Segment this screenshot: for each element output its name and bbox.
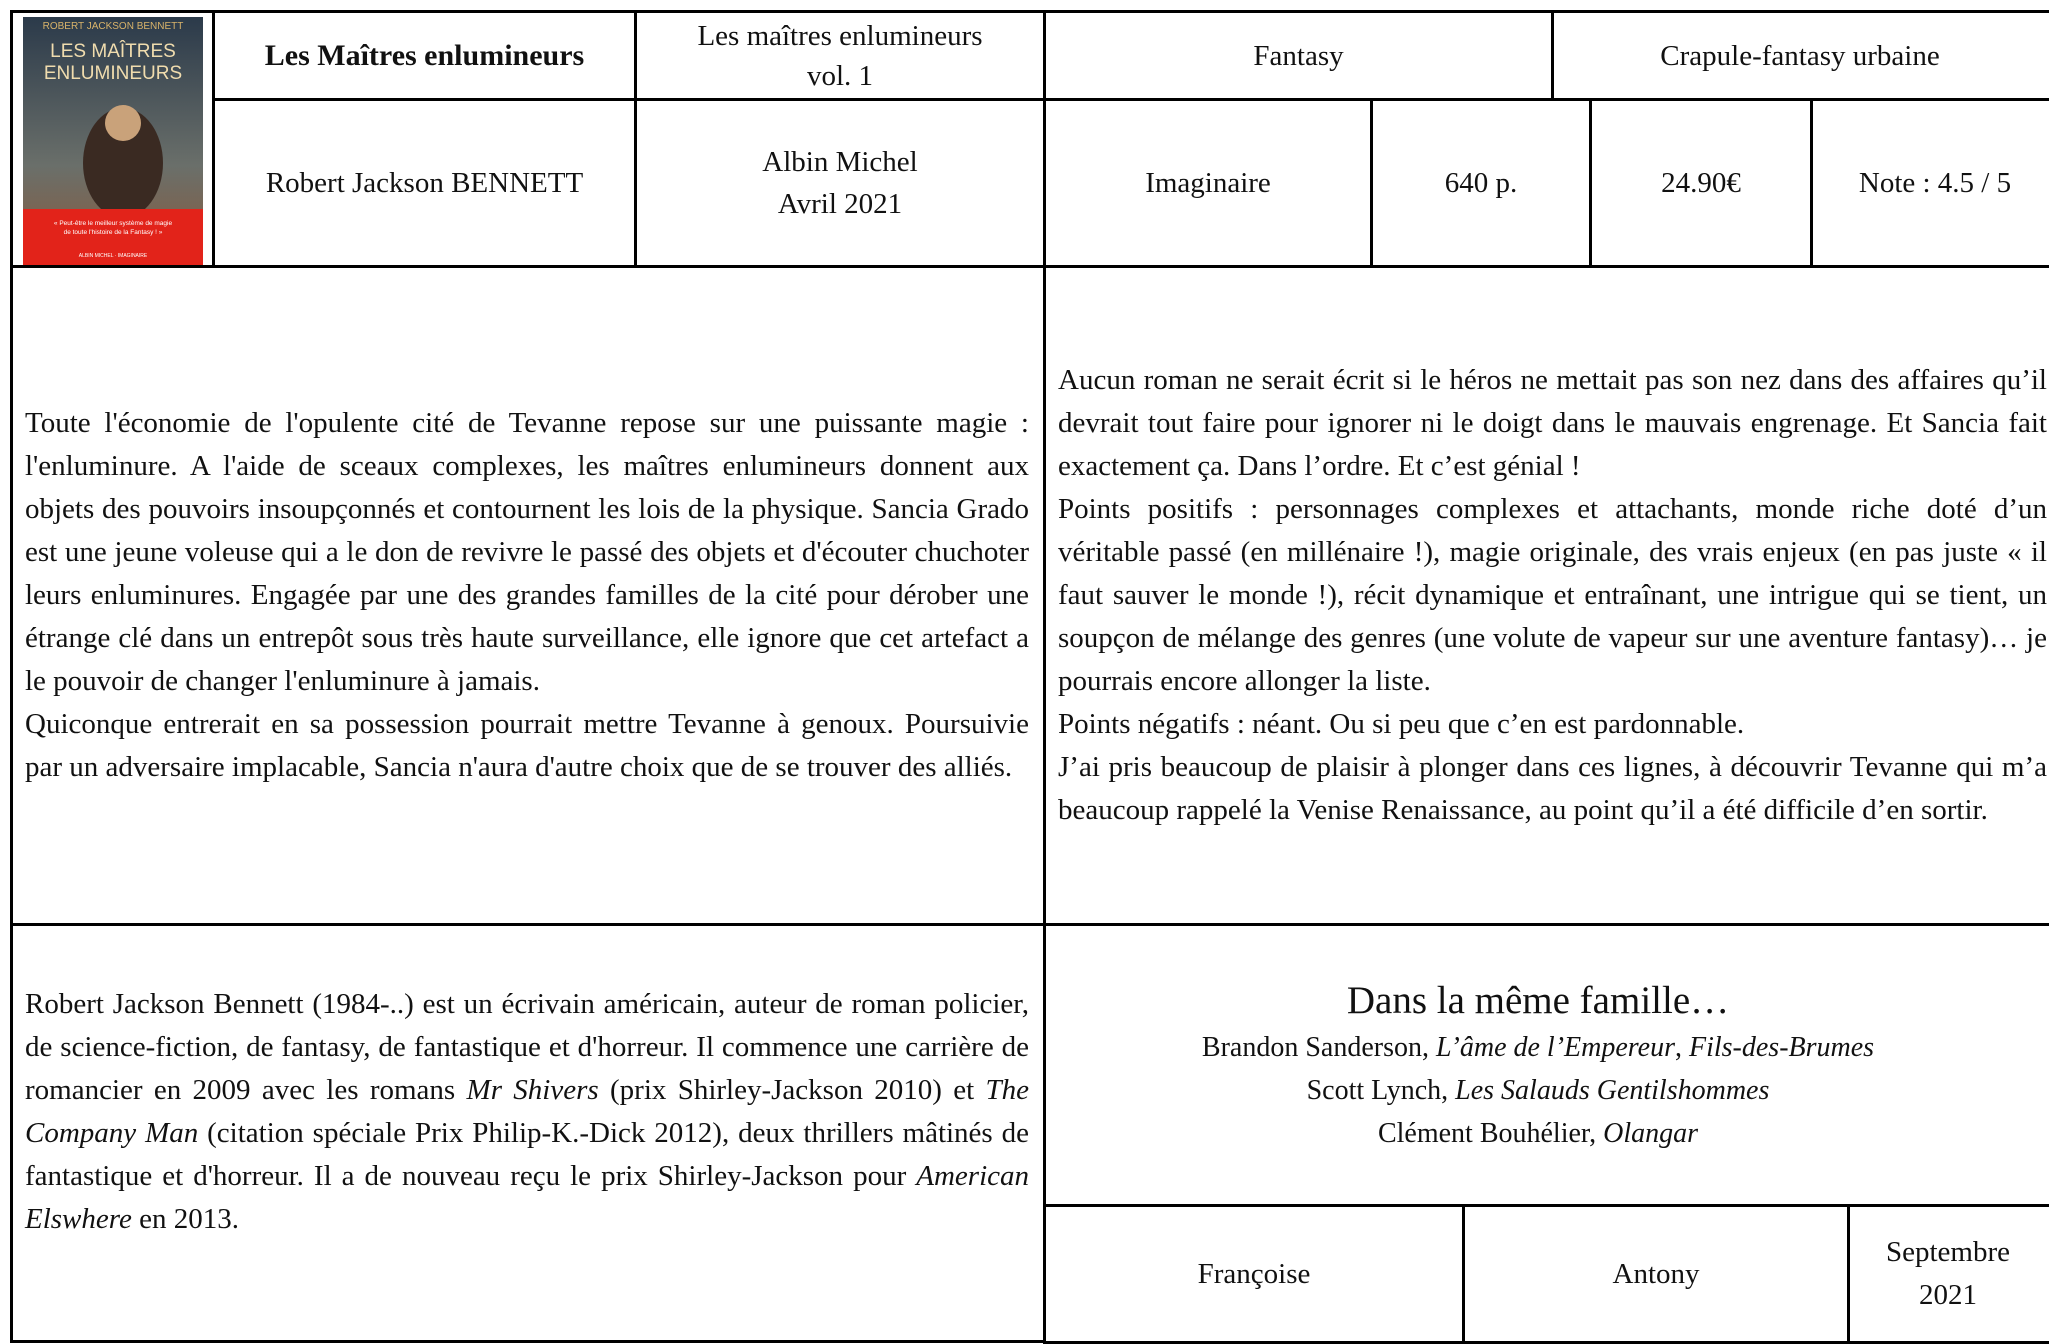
title-cell: Les Maîtres enlumineurs <box>212 10 637 101</box>
family-author: Clément Bouhélier, <box>1377 1117 1604 1149</box>
rating: Note : 4.5 / 5 <box>1858 167 2012 199</box>
bio-text: Robert Jackson Bennett (1984-..) est un … <box>25 988 1029 1106</box>
collection: Imaginaire <box>1145 167 1271 199</box>
bio-work: American Elswhere <box>25 1160 1029 1235</box>
pages-cell: 640 p. <box>1370 98 1592 268</box>
price: 24.90€ <box>1661 167 1741 199</box>
review-month: Septembre <box>1885 1236 2010 1268</box>
cover-author: ROBERT JACKSON BENNETT <box>43 21 184 32</box>
family-cell: Dans la même famille… Brandon Sanderson,… <box>1043 923 2049 1207</box>
family-work: Olangar <box>1603 1117 1699 1149</box>
bio-text: en 2013. <box>131 1203 239 1235</box>
bio-cell: Robert Jackson Bennett (1984-..) est un … <box>10 923 1046 1343</box>
summary-cell: Toute l'économie de l'opulente cité de T… <box>10 265 1046 926</box>
review-year: 2021 <box>1919 1279 1977 1311</box>
book-author: Robert Jackson BENNETT <box>265 167 584 199</box>
family-heading: Dans la même famille… <box>1346 978 1730 1022</box>
cover-title: LES MAÎTRES <box>50 40 176 62</box>
family-separator: , <box>1674 1031 1689 1063</box>
family-work: Les Salauds Gentilshommes <box>1455 1074 1770 1106</box>
family-author: Scott Lynch, <box>1306 1074 1456 1106</box>
review-paragraph: Points positifs : personnages complexes … <box>1058 493 2047 697</box>
subgenre-cell: Crapule-fantasy urbaine <box>1551 10 2049 101</box>
family-line: Brandon Sanderson, L’âme de l’Empereur, … <box>1202 1026 1874 1069</box>
reader-cell: Françoise <box>1043 1204 1465 1344</box>
price-cell: 24.90€ <box>1589 98 1813 268</box>
genre: Fantasy <box>1253 39 1344 72</box>
bio-work: The Company Man <box>25 1074 1029 1149</box>
book-title: Les Maîtres enlumineurs <box>264 38 585 72</box>
date-cell: Septembre 2021 <box>1847 1204 2049 1344</box>
series: Les maîtres enlumineurs <box>697 19 983 52</box>
author-cell: Robert Jackson BENNETT <box>212 98 637 268</box>
author-bio: Robert Jackson Bennett (1984-..) est un … <box>25 983 1029 1241</box>
review-paragraph: J’ai pris beaucoup de plaisir à plonger … <box>1058 751 2047 826</box>
review-cell: Aucun roman ne serait écrit si le héros … <box>1043 265 2049 926</box>
bio-text: (prix Shirley-Jackson 2010) et <box>598 1074 986 1106</box>
family-line: Clément Bouhélier, Olangar <box>1378 1112 1698 1155</box>
family-work: L’âme de l’Empereur <box>1436 1031 1675 1063</box>
pages: 640 p. <box>1444 167 1518 199</box>
book-cover: ROBERT JACKSON BENNETT LES MAÎTRES ENLUM… <box>23 17 203 265</box>
cover-quote: de toute l'histoire de la Fantasy ! » <box>64 229 163 236</box>
reader-cell: Antony <box>1462 1204 1850 1344</box>
summary-paragraph: Quiconque entrerait en sa possession pou… <box>25 708 1029 783</box>
subgenre: Crapule-fantasy urbaine <box>1660 39 1940 72</box>
cover-title: ENLUMINEURS <box>44 63 182 84</box>
cover-quote: « Peut-être le meilleur système de magie <box>54 220 173 227</box>
family-work: Fils-des-Brumes <box>1688 1031 1875 1063</box>
publisher-cell: Albin Michel Avril 2021 <box>634 98 1046 268</box>
review-paragraph: Points négatifs : néant. Ou si peu que c… <box>1058 708 1745 740</box>
series-cell: Les maîtres enlumineurs vol. 1 <box>634 10 1046 101</box>
family-author: Brandon Sanderson, <box>1201 1031 1436 1063</box>
bio-work: Mr Shivers <box>466 1074 599 1106</box>
cover-cell: ROBERT JACKSON BENNETT LES MAÎTRES ENLUM… <box>10 10 215 268</box>
publisher: Albin Michel <box>762 146 918 178</box>
publication-date: Avril 2021 <box>777 188 903 220</box>
family-line: Scott Lynch, Les Salauds Gentilshommes <box>1307 1069 1770 1112</box>
bio-text: (citation spéciale Prix Philip-K.-Dick 2… <box>25 1117 1029 1192</box>
reader: Antony <box>1612 1258 1700 1290</box>
cover-publisher: ALBIN MICHEL · IMAGINAIRE <box>79 253 148 259</box>
summary-paragraph: Toute l'économie de l'opulente cité de T… <box>25 407 1029 697</box>
genre-cell: Fantasy <box>1043 10 1554 101</box>
collection-cell: Imaginaire <box>1043 98 1373 268</box>
rating-cell: Note : 4.5 / 5 <box>1810 98 2049 268</box>
reader: Françoise <box>1197 1258 1311 1290</box>
review-paragraph: Aucun roman ne serait écrit si le héros … <box>1058 364 2047 482</box>
series-volume: vol. 1 <box>806 59 874 92</box>
